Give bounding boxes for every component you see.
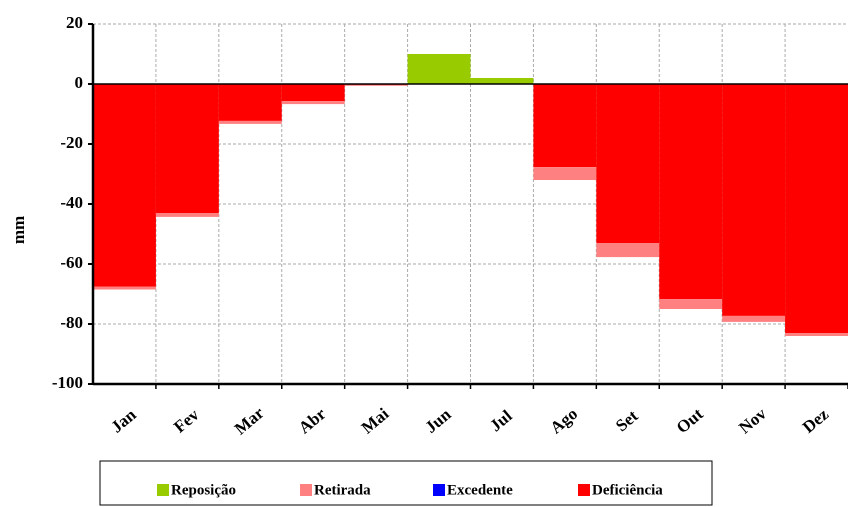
- x-tick-label: Jul: [486, 406, 516, 435]
- bar: [785, 84, 848, 333]
- bar: [659, 84, 723, 300]
- bar: [93, 84, 156, 287]
- bar: [722, 315, 786, 322]
- bar: [596, 243, 660, 258]
- bar: [155, 84, 219, 213]
- x-tick-label: Mar: [231, 403, 268, 438]
- legend-label: Reposição: [171, 482, 236, 498]
- bar: [281, 101, 345, 105]
- bar: [596, 84, 660, 243]
- legend: Reposição Retirada Excedente Deficiência: [157, 482, 663, 498]
- bar: [722, 84, 786, 316]
- bar: [785, 333, 848, 336]
- legend-swatch: [578, 484, 590, 496]
- legend-label: Excedente: [447, 482, 513, 498]
- bar: [533, 84, 597, 168]
- x-tick-label: Jan: [107, 405, 140, 437]
- y-tick-label: -40: [60, 193, 83, 212]
- legend-swatch: [433, 484, 445, 496]
- bar: [93, 286, 156, 290]
- y-tick-label: -80: [60, 313, 83, 332]
- bar: [155, 213, 219, 217]
- bar: [281, 84, 345, 102]
- x-tick-label: Mai: [358, 404, 393, 438]
- legend-label: Retirada: [314, 482, 371, 498]
- bar: [470, 78, 534, 84]
- bar: [218, 120, 282, 124]
- bar: [533, 167, 597, 180]
- x-tick-label: Set: [612, 406, 642, 435]
- legend-swatch: [300, 484, 312, 496]
- x-tick-label: Fev: [170, 405, 203, 437]
- x-tick-label: Dez: [799, 404, 833, 436]
- bar: [407, 54, 471, 84]
- x-tick-label: Abr: [295, 404, 330, 438]
- y-tick-label: 0: [75, 73, 84, 92]
- y-tick-label: 20: [66, 13, 83, 32]
- y-tick-label: -100: [52, 373, 83, 392]
- x-tick-label: Ago: [547, 404, 582, 437]
- legend-swatch: [157, 484, 169, 496]
- x-tick-label: Out: [673, 404, 707, 437]
- y-tick-label: -60: [60, 253, 83, 272]
- legend-label: Deficiência: [592, 482, 663, 498]
- y-tick-label: -20: [60, 133, 83, 152]
- y-axis-label: mm: [9, 216, 28, 244]
- bar: [659, 299, 723, 309]
- bar: [344, 84, 408, 86]
- bar: [218, 84, 282, 121]
- x-tick-label: Nov: [735, 404, 770, 438]
- legend-box: [99, 460, 713, 506]
- x-tick-label: Jun: [421, 404, 455, 437]
